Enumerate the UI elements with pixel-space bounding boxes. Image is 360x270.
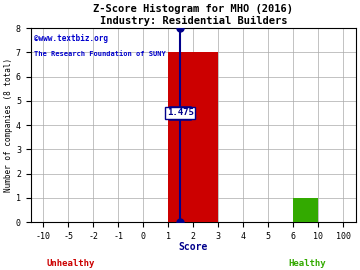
Text: ©www.textbiz.org: ©www.textbiz.org bbox=[34, 34, 108, 43]
Y-axis label: Number of companies (8 total): Number of companies (8 total) bbox=[4, 58, 13, 192]
Text: Unhealthy: Unhealthy bbox=[47, 259, 95, 268]
Text: Healthy: Healthy bbox=[288, 259, 326, 268]
Title: Z-Score Histogram for MHO (2016)
Industry: Residential Builders: Z-Score Histogram for MHO (2016) Industr… bbox=[93, 4, 293, 26]
Text: The Research Foundation of SUNY: The Research Foundation of SUNY bbox=[34, 51, 166, 57]
Bar bbox=[168, 52, 218, 222]
Bar bbox=[293, 198, 318, 222]
Text: 1.475: 1.475 bbox=[167, 109, 194, 117]
X-axis label: Score: Score bbox=[179, 242, 208, 252]
